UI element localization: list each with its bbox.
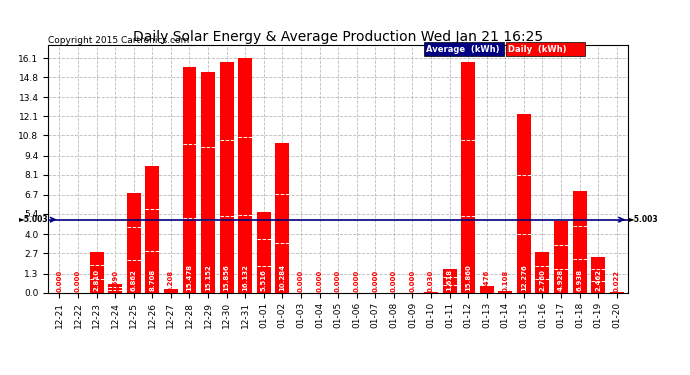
Text: 1.618: 1.618 [446, 269, 453, 291]
Bar [461, 62, 475, 292]
Bar [90, 252, 104, 292]
Text: 15.856: 15.856 [224, 264, 230, 291]
Bar [164, 290, 178, 292]
Bar [480, 286, 493, 292]
Bar [535, 252, 549, 292]
Text: 6.938: 6.938 [577, 269, 582, 291]
Bar [573, 192, 586, 292]
Text: 2.462: 2.462 [595, 269, 601, 291]
Text: Daily  (kWh): Daily (kWh) [508, 45, 566, 54]
Title: Daily Solar Energy & Average Production Wed Jan 21 16:25: Daily Solar Energy & Average Production … [133, 30, 543, 44]
Text: ►5.003: ►5.003 [629, 215, 658, 224]
Text: 15.478: 15.478 [186, 264, 193, 291]
Text: 0.000: 0.000 [409, 270, 415, 292]
Text: 0.000: 0.000 [298, 270, 304, 292]
Text: 0.000: 0.000 [317, 270, 322, 292]
Text: 4.928: 4.928 [558, 269, 564, 291]
Bar [127, 193, 141, 292]
Text: 0.000: 0.000 [354, 270, 359, 292]
Text: 2.810: 2.810 [94, 269, 99, 291]
Text: 15.860: 15.860 [465, 264, 471, 291]
Text: 0.000: 0.000 [391, 270, 397, 292]
Text: 0.022: 0.022 [613, 270, 620, 292]
Text: 2.760: 2.760 [540, 269, 546, 291]
Bar [257, 212, 270, 292]
Text: 16.132: 16.132 [242, 264, 248, 291]
Bar [554, 221, 568, 292]
Text: 0.590: 0.590 [112, 270, 118, 292]
Bar [498, 291, 512, 292]
Text: 12.276: 12.276 [521, 264, 527, 291]
Text: 0.476: 0.476 [484, 270, 490, 292]
Text: 0.000: 0.000 [57, 270, 63, 292]
Bar [591, 256, 605, 292]
Text: 0.030: 0.030 [428, 270, 434, 292]
Bar [238, 58, 252, 292]
Bar [146, 166, 159, 292]
Text: 15.152: 15.152 [205, 264, 211, 291]
Text: 0.108: 0.108 [502, 270, 509, 292]
Text: 5.516: 5.516 [261, 269, 267, 291]
Bar [275, 143, 289, 292]
Text: 10.284: 10.284 [279, 264, 286, 291]
Text: 0.208: 0.208 [168, 270, 174, 292]
Text: Copyright 2015 Cartronics.com: Copyright 2015 Cartronics.com [48, 36, 190, 45]
Text: ►5.003: ►5.003 [19, 215, 49, 224]
Bar [442, 269, 457, 292]
Text: Average  (kWh): Average (kWh) [426, 45, 500, 54]
Text: 0.000: 0.000 [75, 270, 81, 292]
Text: 0.000: 0.000 [335, 270, 341, 292]
Bar [219, 62, 234, 292]
Bar [183, 67, 197, 292]
Text: 0.000: 0.000 [372, 270, 378, 292]
Text: 6.862: 6.862 [130, 269, 137, 291]
Bar [108, 284, 122, 292]
Bar [517, 114, 531, 292]
Text: 8.708: 8.708 [149, 269, 155, 291]
Bar [201, 72, 215, 292]
